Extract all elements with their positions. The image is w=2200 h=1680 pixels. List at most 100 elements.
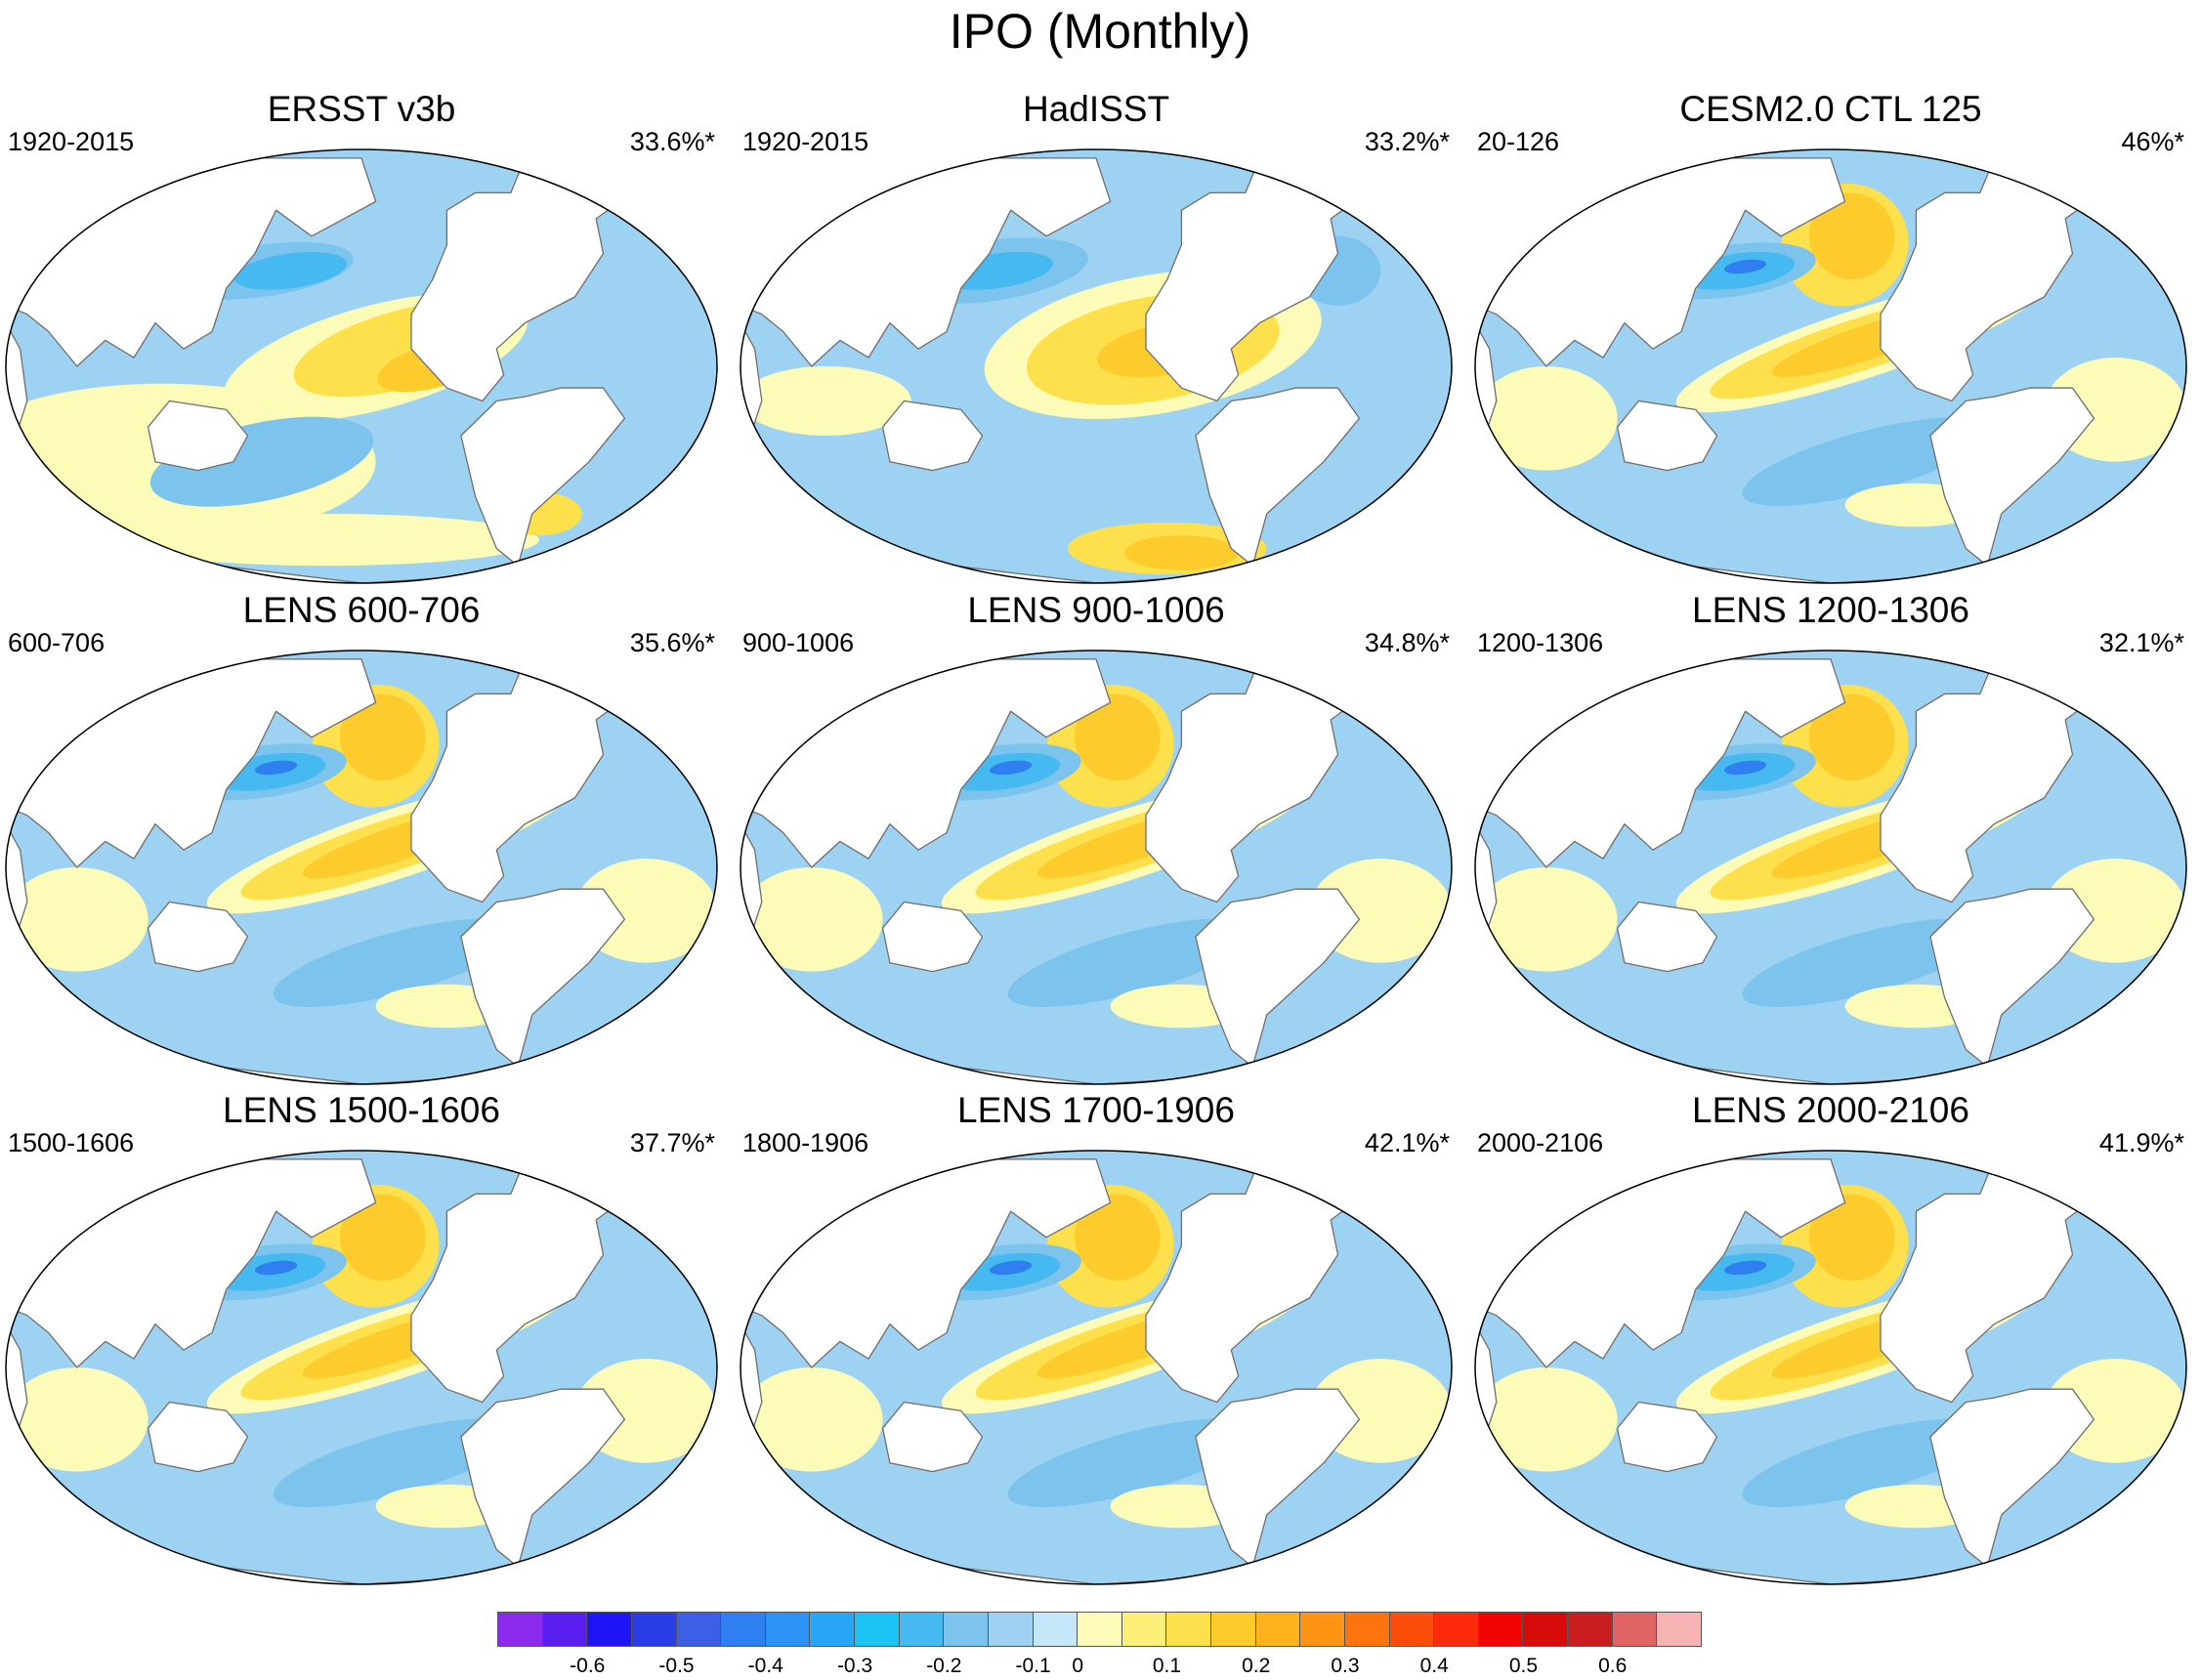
land-mass (1373, 658, 1446, 721)
sst-anomaly-region (254, 1260, 298, 1276)
land-mass (147, 399, 249, 472)
colorbar-tick-label: -0.5 (658, 1655, 695, 1677)
colorbar-swatch (764, 1612, 811, 1647)
panel-title: HadISST (1022, 89, 1170, 129)
land-mass (1880, 157, 2116, 402)
colorbar-swatch (1388, 1612, 1435, 1647)
sst-anomaly-region (740, 1367, 883, 1472)
land-mass (1145, 1158, 1381, 1404)
colorbar-swatch (1299, 1612, 1345, 1647)
sst-anomaly-region (1475, 1367, 1618, 1472)
colorbar-swatch (586, 1612, 632, 1647)
colorbar-swatch (809, 1612, 855, 1647)
panel-title: CESM2.0 CTL 125 (1679, 89, 1982, 129)
land-mass (147, 901, 249, 973)
map-panel: CESM2.0 CTL 125 20-126 46%* (1469, 88, 2192, 586)
panel-period: 1920-2015 (8, 127, 135, 156)
map-border (740, 148, 1453, 584)
sst-anomaly-region (740, 366, 911, 436)
land-mass (638, 157, 711, 220)
land-mass (1929, 888, 2095, 1068)
colorbar-swatch (1656, 1612, 1702, 1647)
panel-variance: 37.7%* (629, 1128, 715, 1157)
colorbar-swatch (1611, 1612, 1658, 1647)
colorbar-tick-label: 0 (1072, 1655, 1084, 1677)
panel-title: LENS 1500-1606 (223, 1090, 500, 1130)
land-mass (460, 888, 626, 1068)
map-border (1474, 148, 2187, 584)
colorbar-tick-label: 0.6 (1598, 1655, 1628, 1677)
sst-map (1474, 148, 2187, 584)
panel-title: LENS 900-1006 (967, 590, 1225, 630)
land-mass (410, 1158, 647, 1404)
sst-map (1474, 650, 2187, 1085)
panel-variance: 34.8%* (1364, 628, 1450, 657)
colorbar-swatch (1077, 1612, 1122, 1647)
land-mass (460, 1388, 626, 1568)
map-border (740, 650, 1453, 1085)
sst-anomaly-region (6, 867, 148, 972)
colorbar-swatch (1210, 1612, 1256, 1647)
colorbar-swatch (1343, 1612, 1390, 1647)
panel-title: LENS 2000-2106 (1692, 1090, 1969, 1130)
colorbar-tick-label: 0.4 (1419, 1655, 1449, 1677)
panel-variance: 41.9%* (2098, 1128, 2184, 1157)
sst-map (5, 148, 718, 584)
sst-anomaly-region (1808, 1194, 1895, 1281)
sst-anomaly-region (1742, 918, 1991, 1007)
land-mass (1929, 387, 2095, 567)
panel-period: 1920-2015 (742, 127, 869, 156)
colorbar-swatch (987, 1612, 1034, 1647)
colorbar-swatch (541, 1612, 588, 1647)
land-mass (460, 387, 626, 567)
map-panel: LENS 2000-2106 2000-2106 41.9%* (1469, 1089, 2192, 1587)
sst-anomaly-region (273, 1418, 522, 1507)
sst-anomaly-region (112, 514, 539, 567)
land-mass (881, 901, 984, 973)
panel-variance: 35.6%* (629, 628, 715, 657)
panel-period: 20-126 (1477, 127, 1560, 156)
colorbar-tick-label: -0.4 (747, 1655, 783, 1677)
panel-title: LENS 600-706 (242, 590, 481, 630)
sst-anomaly-region (1742, 417, 1991, 506)
map-panel: LENS 1500-1606 1500-1606 37.7%* (0, 1089, 723, 1587)
colorbar-swatch (943, 1612, 989, 1647)
colorbar-swatch (1032, 1612, 1079, 1647)
colorbar-swatch (1254, 1612, 1301, 1647)
colorbar-swatch (1433, 1612, 1479, 1647)
colorbar-tick-label: -0.2 (926, 1655, 962, 1677)
panel-title: LENS 1200-1306 (1692, 590, 1969, 630)
panel-title: LENS 1700-1906 (957, 1090, 1235, 1130)
land-mass (1616, 399, 1718, 472)
colorbar-tick-label: 0.2 (1242, 1655, 1271, 1677)
colorbar-swatch (898, 1612, 945, 1647)
land-mass (1929, 1388, 2095, 1568)
sst-anomaly-region (233, 251, 347, 290)
sst-anomaly-region (273, 918, 522, 1007)
panel-variance: 33.2%* (1364, 127, 1450, 156)
map-panel: LENS 600-706 600-706 35.6%* (0, 589, 723, 1087)
sst-anomaly-region (1124, 535, 1239, 570)
sst-anomaly-region (989, 760, 1033, 776)
sst-map (740, 148, 1453, 584)
land-mass (147, 1401, 249, 1473)
map-border (5, 1150, 718, 1585)
sst-anomaly-region (1475, 867, 1618, 972)
sst-anomaly-region (339, 1194, 426, 1281)
panel-period: 1200-1306 (1477, 628, 1604, 657)
sst-anomaly-region (1007, 1418, 1256, 1507)
colorbar-tick-label: -0.6 (570, 1655, 606, 1677)
land-mass (1145, 157, 1381, 402)
panel-period: 1800-1906 (742, 1128, 869, 1157)
land-mass (1195, 1388, 1361, 1568)
sst-anomaly-region (1475, 366, 1618, 471)
sst-anomaly-region (1723, 1260, 1767, 1276)
map-panel: HadISST 1920-2015 33.2%* (735, 88, 1458, 586)
land-mass (1373, 1158, 1446, 1221)
sst-map (5, 1150, 718, 1585)
sst-anomaly-region (1808, 192, 1895, 280)
sst-anomaly-region (1723, 259, 1767, 274)
map-border (5, 650, 718, 1085)
map-panel: LENS 1700-1906 1800-1906 42.1%* (735, 1089, 1458, 1587)
colorbar-tick-label: 0.5 (1508, 1655, 1539, 1677)
